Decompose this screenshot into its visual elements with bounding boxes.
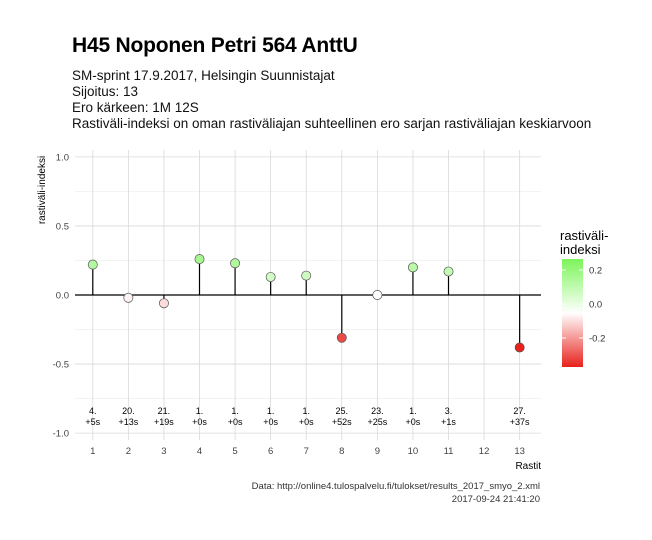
x-tick-label: 10 <box>408 446 419 457</box>
data-point <box>194 254 205 265</box>
legend-colorbar <box>562 259 583 367</box>
diff-label: +25s <box>367 417 387 427</box>
data-point <box>123 292 134 303</box>
legend-tick-label: 0.0 <box>589 300 602 311</box>
subtitle-event: SM-sprint 17.9.2017, Helsingin Suunnista… <box>72 68 335 83</box>
timestamp-caption: 2017-09-24 21:41:20 <box>451 494 540 505</box>
data-point <box>514 342 525 353</box>
subtitle-placement: Sijoitus: 13 <box>72 84 139 99</box>
x-tick-label: 8 <box>339 446 344 457</box>
diff-label: +0s <box>406 417 421 427</box>
rank-label: 25. <box>336 406 349 416</box>
y-tick-label: 0.5 <box>56 221 69 232</box>
data-source-caption: Data: http://online4.tulospalvelu.fi/tul… <box>251 481 540 492</box>
rank-label: 23. <box>371 406 384 416</box>
diff-label: +1s <box>441 417 456 427</box>
rank-label: 21. <box>158 406 171 416</box>
data-layer: 4.+5s20.+13s21.+19s1.+0s1.+0s1.+0s1.+0s2… <box>75 254 541 427</box>
diff-label: +0s <box>228 417 243 427</box>
diff-label: +0s <box>263 417 278 427</box>
rank-label: 1. <box>196 406 204 416</box>
axis-labels: -1.0-0.50.00.51.01 2 3 4 5 6 7 8 9 10 11 12 13Rastit… <box>37 152 541 472</box>
rank-label: 4. <box>89 406 97 416</box>
subtitle-description: Rastiväli-indeksi on oman rastiväliajan … <box>72 116 592 131</box>
rank-label: 1. <box>267 406 275 416</box>
diff-label: +0s <box>192 417 207 427</box>
y-tick-label: -0.5 <box>53 360 69 371</box>
diff-label: +0s <box>299 417 314 427</box>
x-axis-title: Rastit <box>515 461 541 472</box>
x-tick-label: 6 <box>268 446 273 457</box>
chart-title: H45 Noponen Petri 564 AnttU <box>72 34 358 57</box>
rank-label: 1. <box>302 406 310 416</box>
legend-title-line1: rastiväli- <box>560 228 608 243</box>
legend-tick-label: 0.2 <box>589 266 602 277</box>
data-point <box>87 259 98 270</box>
rank-label: 3. <box>445 406 453 416</box>
rank-label: 20. <box>122 406 135 416</box>
x-tick-label: 9 <box>375 446 380 457</box>
subtitle-gap: Ero kärkeen: 1M 12S <box>72 100 199 115</box>
x-tick-label: 11 <box>444 446 454 457</box>
x-tick-label: 13 <box>514 446 525 457</box>
diff-label: +5s <box>85 417 100 427</box>
diff-label: +37s <box>510 417 530 427</box>
data-point <box>265 272 276 282</box>
x-tick-label: 4 <box>197 446 202 457</box>
data-point <box>158 298 169 309</box>
data-point <box>301 270 312 281</box>
diff-label: +19s <box>154 417 174 427</box>
rank-label: 1. <box>409 406 417 416</box>
x-tick-label: 5 <box>232 446 237 457</box>
data-point <box>407 262 418 273</box>
legend-title-line2: indeksi <box>560 242 601 257</box>
y-axis-title: rastiväli-indeksi <box>37 156 48 224</box>
color-legend: rastiväli-indeksi 0.2 0.0 -0.2 <box>560 228 608 367</box>
rank-label: 1. <box>231 406 239 416</box>
x-tick-label: 3 <box>161 446 166 457</box>
x-tick-label: 12 <box>479 446 490 457</box>
y-tick-label: -1.0 <box>53 429 69 440</box>
rank-label: 27. <box>513 406 526 416</box>
data-point <box>230 258 241 269</box>
legend-tick-label: -0.2 <box>589 334 605 345</box>
x-tick-label: 1 <box>90 446 95 457</box>
data-point <box>336 332 347 343</box>
data-point <box>372 290 383 300</box>
data-point <box>443 266 454 277</box>
y-tick-label: 0.0 <box>56 291 69 302</box>
diff-label: +13s <box>118 417 138 427</box>
y-tick-label: 1.0 <box>56 152 69 163</box>
x-tick-label: 7 <box>304 446 309 457</box>
x-tick-label: 2 <box>126 446 131 457</box>
diff-label: +52s <box>332 417 352 427</box>
